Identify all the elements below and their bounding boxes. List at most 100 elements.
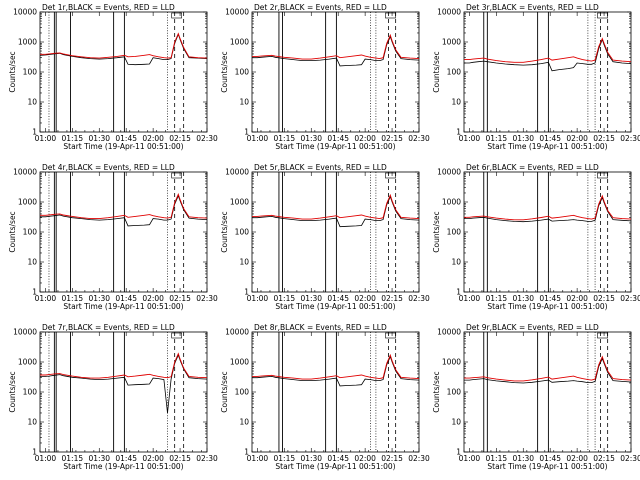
x-tick-label: 01:15 — [486, 134, 508, 143]
x-tick-label: 01:15 — [62, 294, 84, 303]
panel-title: Det 7r,BLACK = Events, RED = LLD — [42, 323, 175, 332]
y-tick-label: 100 — [235, 388, 250, 397]
top-marker-box — [385, 332, 396, 339]
panel-title: Det 1r,BLACK = Events, RED = LLD — [42, 3, 175, 12]
y-tick-label: 10000 — [437, 328, 461, 337]
y-axis-label: Counts/sec — [432, 371, 441, 412]
plot-frame — [463, 331, 632, 453]
x-tick-label: 02:15 — [593, 134, 615, 143]
lld-series-line — [464, 194, 632, 221]
plot-frame — [251, 171, 420, 293]
x-tick-label: 02:30 — [408, 294, 430, 303]
x-axis-label: Start Time (19-Apr-11 00:51:00) — [63, 462, 183, 471]
x-tick-label: 01:45 — [115, 134, 137, 143]
y-axis-label: Counts/sec — [8, 51, 17, 92]
x-tick-label: 02:30 — [408, 134, 430, 143]
x-tick-label: 01:45 — [327, 294, 349, 303]
x-tick-label: 02:15 — [169, 294, 191, 303]
x-tick-label: 02:00 — [142, 294, 164, 303]
y-tick-label: 10 — [451, 258, 461, 267]
y-tick-label: 10 — [451, 98, 461, 107]
y-tick-label: 10000 — [225, 8, 249, 17]
x-tick-label: 01:45 — [115, 294, 137, 303]
panel-1: Det 1r,BLACK = Events, RED = LLD 1 10 100 10… — [8, 3, 218, 151]
panel-4: Det 4r,BLACK = Events, RED = LLD 1 10 100 10… — [8, 163, 218, 311]
y-tick-label: 100 — [235, 68, 250, 77]
y-axis-label: Counts/sec — [8, 371, 17, 412]
y-tick-label: 1 — [456, 448, 461, 457]
y-tick-label: 10 — [27, 418, 37, 427]
y-tick-label: 1 — [32, 448, 37, 457]
panel-5: Det 5r,BLACK = Events, RED = LLD 1 10 100 10… — [220, 163, 430, 311]
events-series-line — [464, 196, 632, 223]
y-tick-label: 10 — [451, 418, 461, 427]
x-tick-label: 02:00 — [566, 294, 588, 303]
y-tick-label: 10000 — [13, 328, 37, 337]
events-series-line — [464, 357, 632, 384]
y-tick-label: 1000 — [230, 358, 249, 367]
y-tick-label: 100 — [23, 68, 38, 77]
top-marker-box — [171, 332, 182, 339]
y-tick-label: 10000 — [13, 168, 37, 177]
top-marker-box — [597, 332, 608, 339]
x-axis-label: Start Time (19-Apr-11 00:51:00) — [63, 142, 183, 151]
y-tick-label: 10000 — [437, 8, 461, 17]
panel-8: Det 8r,BLACK = Events, RED = LLD 1 10 100 10… — [220, 323, 430, 471]
y-tick-label: 1000 — [18, 198, 37, 207]
y-axis-label: Counts/sec — [220, 371, 229, 412]
y-tick-label: 10000 — [225, 328, 249, 337]
y-tick-label: 1 — [244, 128, 249, 137]
x-tick-label: 02:00 — [354, 454, 376, 463]
x-tick-label: 02:15 — [593, 454, 615, 463]
y-tick-label: 100 — [447, 68, 462, 77]
x-tick-label: 01:00 — [459, 294, 481, 303]
panel-6: Det 6r,BLACK = Events, RED = LLD 1 10 100 10… — [432, 163, 640, 311]
x-axis-label: Start Time (19-Apr-11 00:51:00) — [487, 142, 607, 151]
y-tick-label: 1000 — [442, 198, 461, 207]
plot-frame — [251, 331, 420, 453]
x-tick-label: 02:15 — [593, 294, 615, 303]
y-tick-label: 1000 — [18, 358, 37, 367]
top-marker-box — [385, 12, 396, 19]
x-tick-label: 02:30 — [620, 454, 640, 463]
x-tick-label: 02:00 — [142, 134, 164, 143]
x-tick-label: 01:15 — [274, 134, 296, 143]
y-tick-label: 1 — [32, 288, 37, 297]
y-tick-label: 1 — [244, 288, 249, 297]
x-tick-label: 01:30 — [88, 454, 110, 463]
x-tick-label: 01:00 — [459, 134, 481, 143]
y-tick-label: 10000 — [225, 168, 249, 177]
y-tick-label: 10 — [239, 258, 249, 267]
x-tick-label: 01:30 — [88, 294, 110, 303]
x-tick-label: 01:15 — [274, 294, 296, 303]
plot-frame — [39, 331, 208, 453]
x-tick-label: 01:15 — [486, 454, 508, 463]
x-tick-label: 01:00 — [35, 134, 57, 143]
top-marker-box — [385, 172, 396, 179]
x-tick-label: 02:15 — [169, 134, 191, 143]
x-axis-label: Start Time (19-Apr-11 00:51:00) — [275, 462, 395, 471]
top-marker-box — [597, 12, 608, 19]
x-tick-label: 02:15 — [381, 294, 403, 303]
y-tick-label: 100 — [235, 228, 250, 237]
events-series-line — [39, 33, 208, 66]
x-tick-label: 02:30 — [620, 294, 640, 303]
panel-title: Det 2r,BLACK = Events, RED = LLD — [254, 3, 387, 12]
top-marker-box — [171, 172, 182, 179]
x-tick-label: 01:30 — [512, 454, 534, 463]
x-tick-label: 01:30 — [512, 294, 534, 303]
y-tick-label: 1000 — [230, 198, 249, 207]
panel-title: Det 6r,BLACK = Events, RED = LLD — [466, 163, 599, 172]
y-tick-label: 1000 — [442, 358, 461, 367]
panel-7: Det 7r,BLACK = Events, RED = LLD 1 10 100 10… — [8, 323, 218, 471]
plot-frame — [39, 171, 208, 293]
y-tick-label: 100 — [23, 228, 38, 237]
y-tick-label: 10000 — [437, 168, 461, 177]
y-tick-label: 1000 — [18, 38, 37, 47]
x-tick-label: 01:30 — [512, 134, 534, 143]
x-tick-label: 01:45 — [327, 134, 349, 143]
plot-frame — [251, 11, 420, 133]
events-series-line — [40, 194, 208, 227]
y-axis-label: Counts/sec — [432, 211, 441, 252]
x-tick-label: 02:00 — [142, 454, 164, 463]
